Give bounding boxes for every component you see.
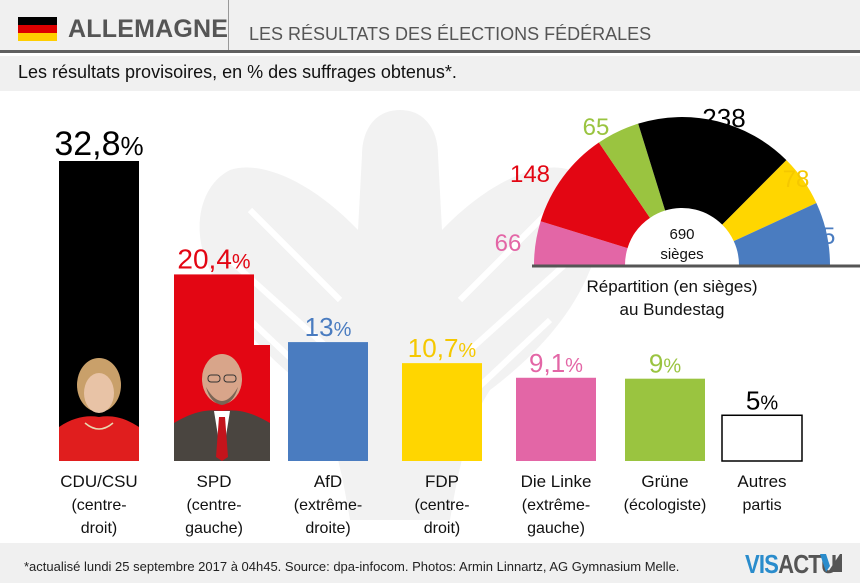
flag-stripe-gold <box>18 33 57 41</box>
value-label: 9,1% <box>529 348 583 378</box>
seat-count-label: 78 <box>783 166 810 193</box>
seat-total-label: sièges <box>660 246 703 263</box>
photo-martin-schulz <box>174 345 270 461</box>
seat-distribution-chart: 66 148 65 238 78 95 690 sièges Répartition (en s… <box>495 103 860 319</box>
header-divider <box>228 0 229 50</box>
header: ALLEMAGNE LES RÉSULTATS DES ÉLECTIONS FÉ… <box>0 0 860 53</box>
seat-count-label: 238 <box>702 103 745 133</box>
value-label: 32,8% <box>54 125 143 163</box>
seat-count-label: 66 <box>495 230 522 257</box>
value-label: 13% <box>305 312 352 342</box>
category-label: FDP <box>425 472 459 491</box>
category-sublabel: gauche) <box>185 520 243 537</box>
value-label: 5% <box>746 385 778 415</box>
seat-count-label: 148 <box>510 161 550 188</box>
bar-die-linke <box>516 377 596 461</box>
headline: LES RÉSULTATS DES ÉLECTIONS FÉDÉRALES <box>249 24 652 44</box>
category-sublabel: (extrême- <box>294 497 362 514</box>
category-label: Grüne <box>641 472 688 491</box>
seat-segment-spd <box>540 142 650 249</box>
category-sublabel: (centre- <box>71 497 126 514</box>
seat-total-label: 690 <box>669 226 694 243</box>
seat-chart-title: Répartition (en sièges) <box>586 277 757 296</box>
category-sublabel: partis <box>742 497 781 514</box>
category-sublabel: droit) <box>81 520 117 537</box>
bar-gr-ne <box>625 378 705 461</box>
value-label: 20,4% <box>177 243 250 274</box>
value-label: 10,7% <box>408 333 477 363</box>
category-sublabel: (écologiste) <box>624 497 707 514</box>
flag-stripe-black <box>18 17 57 25</box>
footnote: *actualisé lundi 25 septembre 2017 à 04h… <box>24 559 680 574</box>
photo-angela-merkel <box>59 345 139 461</box>
subtitle: Les résultats provisoires, en % des suff… <box>18 62 457 82</box>
seat-segment-afd <box>733 202 830 265</box>
seat-segment-gr-ne <box>598 123 666 218</box>
bar-autres-partis <box>721 414 803 462</box>
seat-segment-fdp <box>722 160 817 242</box>
country-title: ALLEMAGNE <box>68 15 229 43</box>
category-label: AfD <box>314 472 342 491</box>
germany-flag-icon <box>18 17 57 41</box>
seat-chart-title: au Bundestag <box>620 300 725 319</box>
visactu-logo-mark-icon <box>820 554 842 572</box>
value-label: 9% <box>649 349 681 379</box>
flag-stripe-red <box>18 25 57 33</box>
category-label: SPD <box>197 472 232 491</box>
bar-fdp <box>402 363 482 461</box>
seat-count-label: 95 <box>809 223 836 250</box>
logo-text-vis: VIS <box>745 549 779 579</box>
category-sublabel: droit) <box>424 520 460 537</box>
subtitle-bar: Les résultats provisoires, en % des suff… <box>0 56 860 91</box>
results-chart: 32,8% CDU/CSU (centre-droit) 20,4% SPD (centr… <box>54 103 860 537</box>
seat-count-label: 65 <box>583 114 610 141</box>
seat-segment-die-linke <box>534 221 628 265</box>
category-sublabel: droite) <box>305 520 350 537</box>
footer: *actualisé lundi 25 septembre 2017 à 04h… <box>0 543 860 583</box>
bar-afd <box>288 342 368 461</box>
category-sublabel: gauche) <box>527 520 585 537</box>
category-sublabel: (centre- <box>186 497 241 514</box>
category-label: Autres <box>737 472 786 491</box>
visactu-logo: VISACTU <box>745 549 837 580</box>
category-sublabel: (centre- <box>414 497 469 514</box>
category-label: Die Linke <box>521 472 592 491</box>
category-sublabel: (extrême- <box>522 497 590 514</box>
seat-segment-cdu-csu <box>638 117 787 225</box>
category-label: CDU/CSU <box>60 472 137 491</box>
